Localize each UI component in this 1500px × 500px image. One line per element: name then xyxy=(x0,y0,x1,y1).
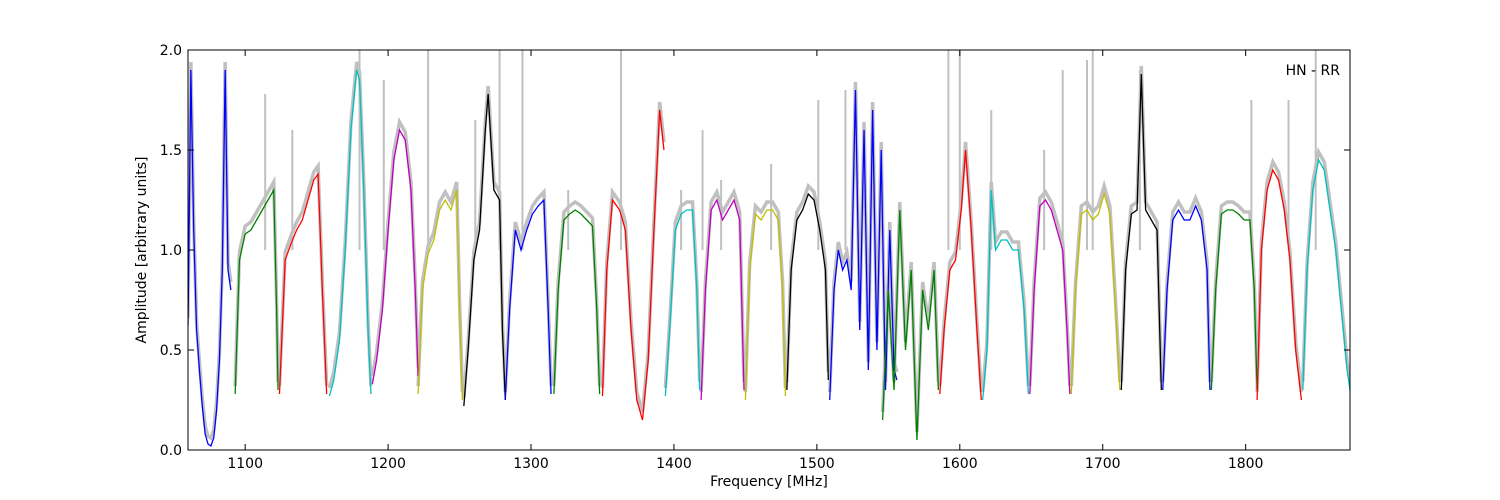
x-tick-label: 1200 xyxy=(370,456,406,472)
x-tick-label: 1800 xyxy=(1228,456,1264,472)
subband-line-17 xyxy=(982,189,1030,401)
x-axis-label: Frequency [MHz] xyxy=(710,474,828,490)
subband-line-18 xyxy=(1029,198,1071,395)
subband-line-8 xyxy=(553,209,601,395)
subband-line-5 xyxy=(417,189,464,401)
panel-annotation: HN - RR xyxy=(1286,63,1341,79)
subband-line-11 xyxy=(700,198,745,401)
raw-envelope-9 xyxy=(600,101,666,413)
raw-envelope-18 xyxy=(1028,189,1072,387)
y-tick-label: 2.0 xyxy=(160,43,182,59)
subband-line-24 xyxy=(1302,158,1350,391)
subband-line-3 xyxy=(328,69,372,397)
subband-line-10 xyxy=(664,209,701,397)
raw-envelope-23 xyxy=(1255,157,1304,393)
subband-line-7 xyxy=(504,198,552,401)
raw-envelope-5 xyxy=(416,181,465,393)
subband-line-0 xyxy=(188,69,232,448)
subband-line-19 xyxy=(1070,191,1121,395)
raw-envelope-20 xyxy=(1119,65,1164,383)
raw-envelope-21 xyxy=(1161,193,1212,383)
raw-envelope-1 xyxy=(233,175,280,387)
raw-envelope-13 xyxy=(785,182,831,383)
series-layer xyxy=(188,69,1350,448)
y-axis-label: Amplitude [arbitrary units] xyxy=(134,157,150,344)
x-tick-label: 1500 xyxy=(799,456,835,472)
subband-line-16 xyxy=(939,149,982,401)
subband-line-22 xyxy=(1210,209,1258,391)
raw-envelope-19 xyxy=(1069,179,1122,387)
subband-line-21 xyxy=(1162,204,1211,391)
subband-line-23 xyxy=(1256,168,1303,401)
raw-envelope-11 xyxy=(699,187,746,393)
subband-line-12 xyxy=(744,209,787,401)
raw-spectrum-layer xyxy=(188,50,1350,441)
y-tick-label: 0.0 xyxy=(160,443,182,459)
y-axis: 0.0 0.5 1.0 1.5 2.0 xyxy=(160,43,1350,459)
x-tick-label: 1600 xyxy=(942,456,978,472)
subband-line-4 xyxy=(371,128,419,385)
subband-line-6 xyxy=(463,93,506,407)
subband-line-15 xyxy=(881,209,940,441)
subband-line-1 xyxy=(234,187,279,395)
y-tick-label: 1.5 xyxy=(160,143,182,159)
raw-envelope-10 xyxy=(663,200,702,389)
subband-line-9 xyxy=(601,109,665,421)
y-tick-label: 0.5 xyxy=(160,343,182,359)
x-tick-label: 1300 xyxy=(513,456,549,472)
x-tick-label: 1100 xyxy=(227,456,263,472)
x-axis: 1100 1200 1300 1400 1500 1600 1700 1800 xyxy=(227,50,1263,472)
subband-line-2 xyxy=(278,172,328,395)
subband-line-20 xyxy=(1120,73,1162,391)
x-tick-label: 1700 xyxy=(1085,456,1121,472)
x-tick-label: 1400 xyxy=(656,456,692,472)
subband-line-13 xyxy=(786,192,829,391)
y-tick-label: 1.0 xyxy=(160,243,182,259)
